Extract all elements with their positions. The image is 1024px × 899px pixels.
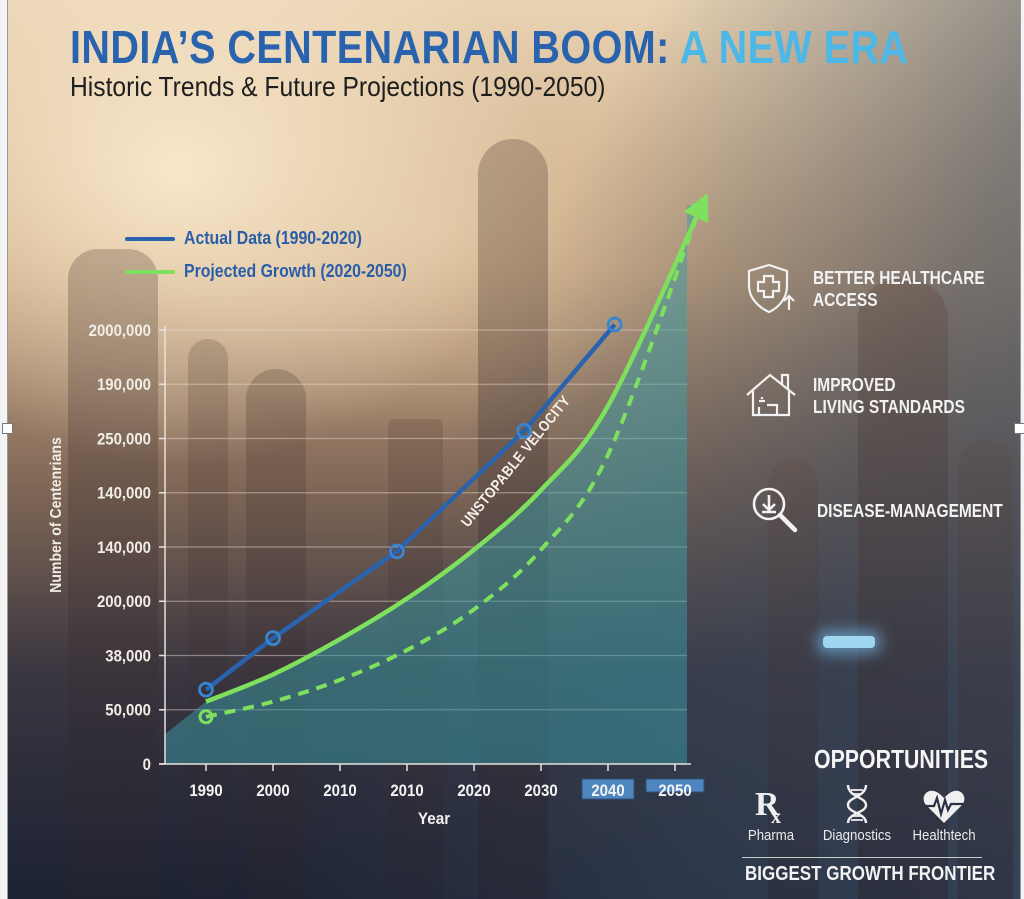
projection-area — [165, 205, 702, 765]
y-tick-label: 190,000 — [97, 376, 151, 394]
x-tick-label: 2010 — [390, 782, 423, 800]
actual-data-marker — [389, 543, 405, 560]
house-icon — [746, 373, 796, 417]
opportunities-divider — [742, 857, 982, 858]
heart-pulse-icon — [902, 785, 986, 825]
dna-icon — [815, 784, 899, 825]
projected-growth-line — [205, 192, 709, 704]
x-tick-label: 2020 — [457, 782, 490, 800]
title-accent: A NEW ERA — [679, 21, 909, 73]
x-axis-label: Year — [417, 809, 451, 828]
feature-living-line-2: LIVING STANDARDS — [813, 397, 965, 417]
opportunities-title: OPPORTUNITIES — [814, 744, 989, 774]
resize-handle-right[interactable] — [1014, 423, 1024, 434]
projected-marker — [198, 709, 214, 725]
magnifier-download-icon — [752, 487, 798, 533]
legend-swatch-actual — [125, 236, 175, 241]
y-tick-label: 50,000 — [105, 702, 151, 720]
growth-frontier-caption: BIGGEST GROWTH FRONTIER — [745, 863, 996, 885]
actual-data-line — [204, 323, 617, 692]
opportunity-label-healthtech: Healthtech — [912, 827, 976, 844]
y-tick-label: 0 — [143, 756, 151, 774]
y-tick-label: 250,000 — [97, 431, 151, 449]
chart-legend: Actual Data (1990-2020) Projected Growth… — [125, 222, 437, 288]
svg-text:R: R — [755, 786, 780, 823]
feature-living-standards: IMPROVED LIVING STANDARDS — [745, 369, 990, 423]
shield-plus-icon — [747, 263, 795, 314]
legend-label-actual: Actual Data (1990-2020) — [184, 228, 362, 248]
y-tick-label: 38,000 — [105, 648, 151, 666]
y-tick-label: 140,000 — [97, 539, 151, 557]
feature-healthcare-line-2: ACCESS — [813, 290, 878, 310]
opportunity-label-pharma: Pharma — [747, 827, 795, 844]
x-tick-highlight — [581, 778, 635, 800]
svg-text:x: x — [771, 806, 781, 825]
x-tick-label: 2010 — [323, 782, 356, 800]
feature-healthcare-line-1: BETTER HEALTHCARE — [813, 268, 985, 288]
title-main: INDIA’S CENTENARIAN BOOM: — [70, 21, 670, 73]
opportunity-healthtech: Healthtech — [902, 785, 986, 844]
infographic-content: INDIA’S CENTENARIAN BOOM: A NEW ERA Hist… — [8, 0, 1020, 899]
actual-data-marker — [516, 423, 533, 439]
y-tick-label: 200,000 — [97, 593, 151, 611]
feature-living-line-1: IMPROVED — [813, 375, 896, 395]
x-tick-label: 2050 — [658, 782, 691, 800]
x-tick-label: 2000 — [256, 782, 289, 800]
feature-healthcare: BETTER HEALTHCARE ACCESS — [745, 262, 1013, 316]
line-chart: 0 50,000 38,000 200,000 140,000 140,000 250,00… — [89, 192, 709, 800]
y-tick-label: 140,000 — [97, 485, 151, 503]
x-tick-label: 1990 — [189, 782, 222, 800]
actual-data-marker — [606, 316, 623, 333]
legend-label-projected: Projected Growth (2020-2050) — [184, 261, 407, 281]
legend-item-projected: Projected Growth (2020-2050) — [125, 255, 437, 288]
infographic-image[interactable]: INDIA’S CENTENARIAN BOOM: A NEW ERA Hist… — [7, 0, 1021, 899]
legend-swatch-projected — [125, 269, 175, 274]
opportunity-label-diagnostics: Diagnostics — [822, 827, 892, 844]
x-tick-highlight — [645, 778, 705, 793]
feature-disease-management: DISEASE-MANAGEMENT — [749, 484, 1020, 538]
subtitle: Historic Trends & Future Projections (19… — [70, 71, 606, 102]
y-axis-label: Number of Centenrians — [48, 437, 65, 593]
legend-item-actual: Actual Data (1990-2020) — [125, 222, 437, 255]
y-tick-label: 2000,000 — [89, 322, 151, 340]
page-title: INDIA’S CENTENARIAN BOOM: A NEW ERA — [70, 20, 909, 74]
resize-handle-left[interactable] — [2, 423, 13, 434]
x-tick-label: 2040 — [591, 782, 624, 800]
actual-data-marker — [265, 630, 281, 647]
opportunity-diagnostics: Diagnostics — [815, 784, 899, 844]
projected-dashed-line — [205, 220, 697, 719]
actual-data-marker — [198, 681, 214, 698]
feature-disease-line-1: DISEASE-MANAGEMENT — [817, 501, 1003, 521]
x-tick-label: 2030 — [524, 782, 557, 800]
